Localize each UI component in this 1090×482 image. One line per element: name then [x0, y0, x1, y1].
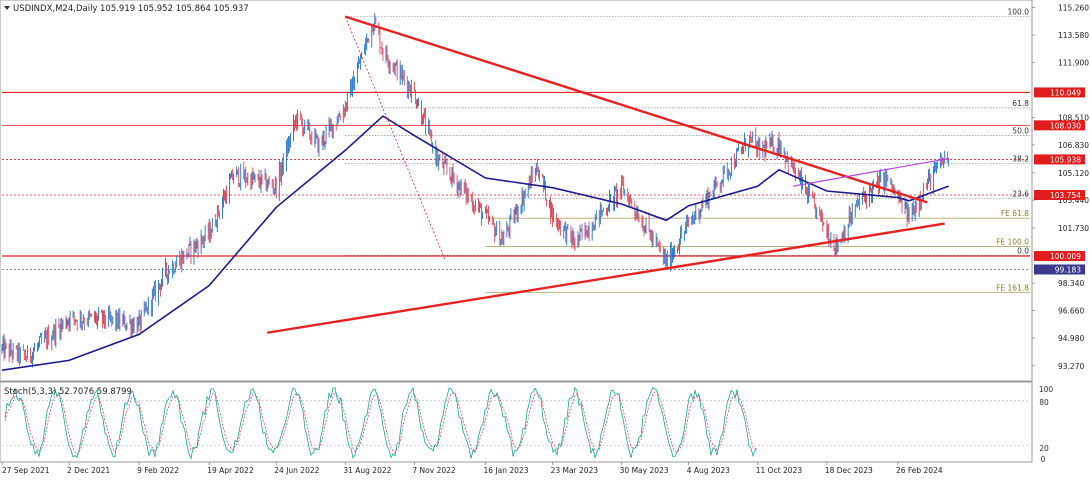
y-tick-label: 93.270 — [1058, 362, 1084, 371]
fib-label: 61.8 — [1012, 99, 1029, 108]
x-tick-label: 23 Mar 2023 — [551, 466, 599, 475]
y-tick-label: 106.830 — [1058, 141, 1089, 150]
x-tick-label: 9 Feb 2022 — [137, 466, 179, 475]
trendline — [266, 222, 945, 334]
stoch-tick: 20 — [1039, 444, 1049, 453]
y-tick-label: 98.340 — [1058, 279, 1084, 288]
trendline — [793, 157, 949, 187]
stoch-tick: 80 — [1039, 398, 1049, 407]
trendlines — [266, 15, 949, 334]
stoch-panel — [0, 381, 1033, 463]
x-tick-label: 2 Dec 2021 — [67, 466, 110, 475]
fib-ext-label: FE 161.8 — [996, 283, 1029, 292]
horizontal-levels — [2, 91, 1030, 270]
fib-ext-label: FE 100.0 — [996, 238, 1029, 247]
x-tick-label: 31 Aug 2022 — [343, 466, 391, 475]
x-tick-label: 4 Aug 2023 — [687, 466, 730, 475]
fibonacci-levels: 100.0 61.8 50.0 38.2 23.6 0.0 FE 61.8 FE 100.0 F… — [345, 8, 1030, 293]
y-tick-label: 94.980 — [1058, 334, 1084, 343]
price-tag — [1034, 190, 1085, 201]
price-tag-label: 105.938 — [1050, 156, 1081, 165]
price-tag-label: 110.049 — [1050, 89, 1081, 98]
symbol-label: USDINDX,M24,Daily — [13, 4, 97, 14]
fib-label: 50.0 — [1012, 127, 1029, 136]
y-tick-label: 111.900 — [1058, 58, 1089, 67]
y-tick-label: 103.440 — [1058, 196, 1089, 205]
x-tick-label: 26 Feb 2024 — [896, 466, 943, 475]
fib-label: 100.0 — [1008, 8, 1030, 17]
collapse-arrow-icon[interactable] — [4, 6, 10, 10]
stoch-tick: 0 — [1041, 455, 1046, 464]
fib-label: 23.6 — [1012, 189, 1029, 198]
price-tag — [1034, 264, 1085, 275]
y-tick-label: 113.580 — [1058, 31, 1089, 40]
price-tag — [1034, 251, 1085, 262]
ohlc-label: 105.919 105.952 105.864 105.937 — [100, 4, 249, 14]
x-tick-label: 7 Nov 2022 — [412, 466, 455, 475]
stoch-tick: 100 — [1039, 385, 1054, 394]
x-tick-label: 11 Oct 2023 — [756, 466, 803, 475]
price-tags: 110.049 108.030 105.938 103.754 100.009 99.18… — [1034, 87, 1085, 275]
price-axis: 115.260 113.580 111.900 108.510 106.830 105.1… — [1032, 4, 1089, 371]
price-tag-label: 108.030 — [1050, 122, 1081, 131]
moving-average-line — [1, 115, 949, 371]
fib-label: 38.2 — [1012, 154, 1029, 163]
x-tick-label: 24 Jun 2022 — [274, 466, 319, 475]
price-tag — [1034, 154, 1085, 165]
stochastic-oscillator: 100 80 20 0 — [2, 385, 1053, 464]
price-tag-label: 100.009 — [1050, 252, 1081, 261]
y-tick-label: 101.730 — [1058, 224, 1089, 233]
y-tick-label: 108.510 — [1058, 114, 1089, 123]
price-tag — [1034, 120, 1085, 131]
x-tick-label: 30 May 2023 — [620, 466, 669, 475]
stoch-main-line — [4, 386, 758, 460]
x-tick-label: 18 Dec 2023 — [825, 466, 873, 475]
fib-ext-label: FE 61.8 — [1001, 209, 1029, 218]
x-tick-label: 16 Jan 2023 — [484, 466, 529, 475]
price-tag-label: 99.183 — [1055, 266, 1081, 275]
price-tag-label: 103.754 — [1050, 191, 1081, 200]
y-tick-label: 115.260 — [1058, 4, 1089, 13]
stoch-label: Stoch(5,3,3) 52.7076 59.8799 — [4, 387, 132, 397]
y-tick-label: 105.120 — [1058, 169, 1089, 178]
moving-average-layer — [1, 115, 949, 371]
fib-label: 0.0 — [1017, 246, 1029, 255]
stoch-signal-line — [4, 390, 758, 455]
price-tag — [1034, 87, 1085, 98]
trendline — [344, 15, 928, 204]
x-tick-label: 27 Sep 2021 — [2, 466, 50, 475]
time-axis: 27 Sep 2021 2 Dec 2021 9 Feb 2022 19 Apr 20… — [1, 462, 943, 475]
x-tick-label: 19 Apr 2022 — [207, 466, 254, 475]
y-tick-label: 96.660 — [1058, 307, 1084, 316]
main-panel — [0, 0, 1033, 382]
